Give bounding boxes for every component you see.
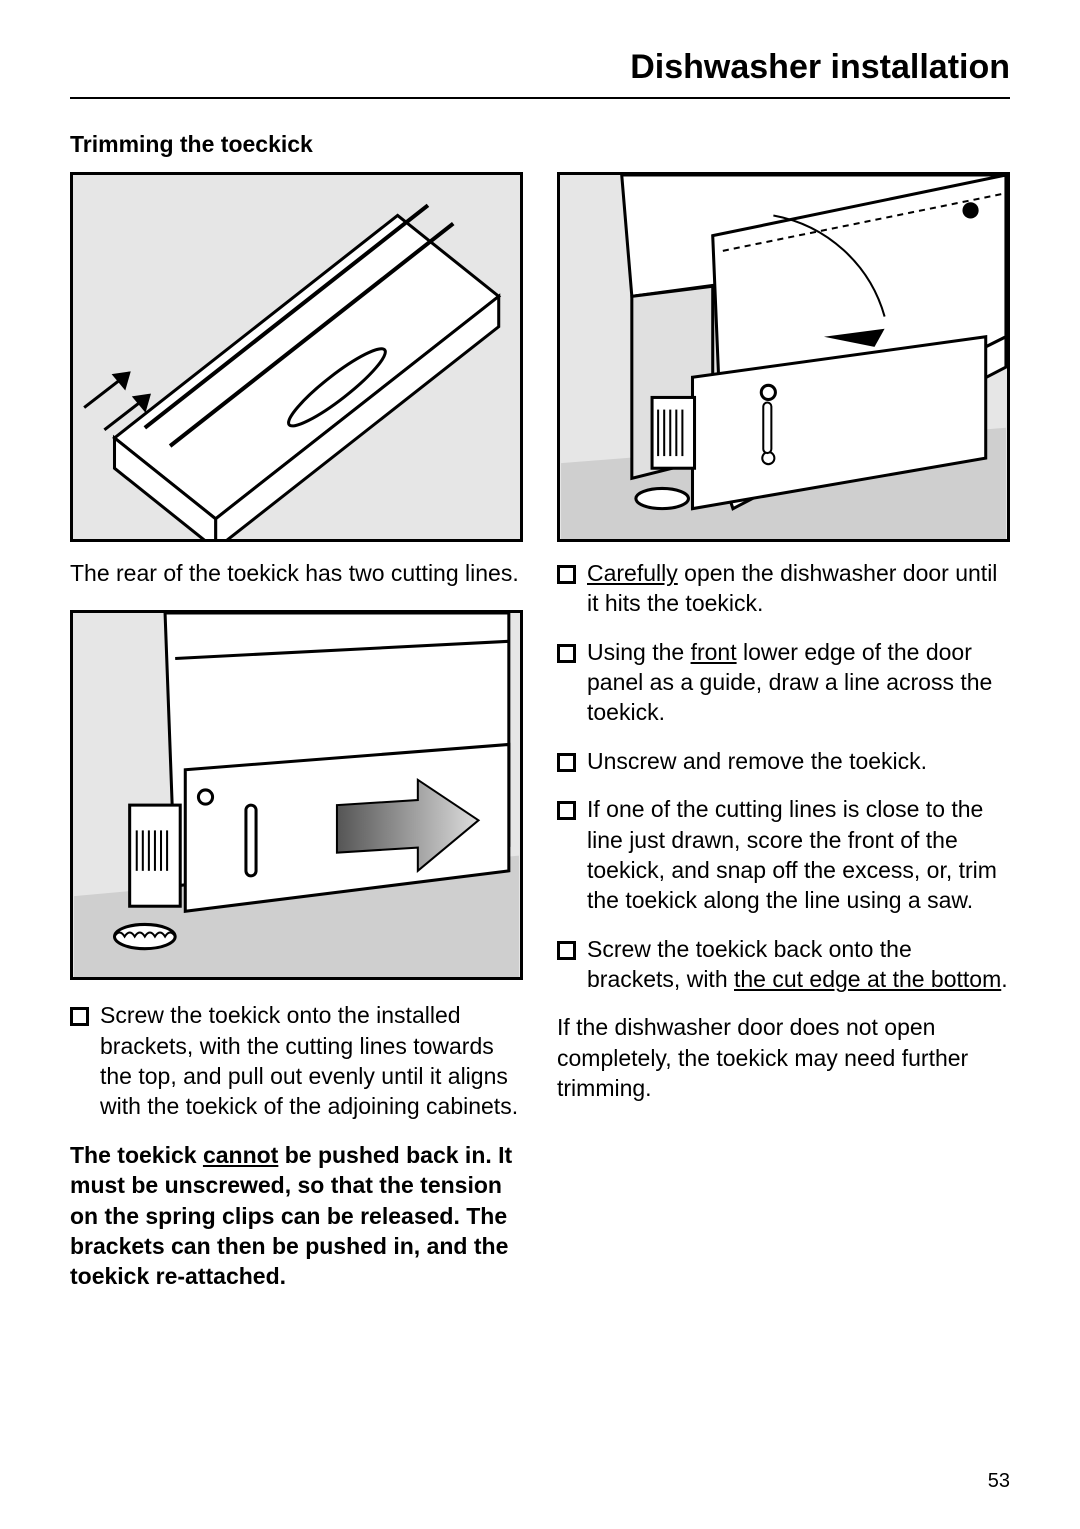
page-title: Dishwasher installation (70, 48, 1010, 99)
text-span: front (691, 639, 737, 665)
list-item: If one of the cutting lines is close to … (557, 794, 1010, 915)
list-item: Unscrew and remove the toekick. (557, 746, 1010, 776)
figure-toekick-pull-out (70, 610, 523, 980)
left-column: The rear of the toekick has two cutting … (70, 172, 523, 1314)
right-column: Carefully open the dishwasher door until… (557, 172, 1010, 1314)
list-item: Screw the toekick back onto the brackets… (557, 934, 1010, 995)
list-item: Carefully open the dishwasher door until… (557, 558, 1010, 619)
section-subheading: Trimming the toeckick (70, 131, 1010, 158)
list-item: Using the front lower edge of the door p… (557, 637, 1010, 728)
two-column-layout: The rear of the toekick has two cutting … (70, 172, 1010, 1314)
list-item: Screw the toekick onto the installed bra… (70, 1000, 523, 1121)
left-bullet-list: Screw the toekick onto the installed bra… (70, 1000, 523, 1121)
diagram-icon (73, 613, 520, 977)
diagram-icon (73, 175, 520, 539)
right-bullet-list: Carefully open the dishwasher door until… (557, 558, 1010, 994)
figure-toekick-cutting-lines (70, 172, 523, 542)
figure-1-caption: The rear of the toekick has two cutting … (70, 558, 523, 588)
text-span: Carefully (587, 560, 678, 586)
figure-door-open-toekick (557, 172, 1010, 542)
page-number: 53 (988, 1470, 1010, 1493)
text-span: . (1001, 966, 1007, 992)
diagram-icon (560, 175, 1007, 539)
text-span: the cut edge at the bottom (734, 966, 1001, 992)
text-span: Using the (587, 639, 691, 665)
text-span: cannot (203, 1142, 278, 1168)
warning-paragraph: The toekick cannot be pushed back in. It… (70, 1140, 523, 1292)
closing-paragraph: If the dishwasher door does not open com… (557, 1012, 1010, 1103)
text-span: The toekick (70, 1142, 203, 1168)
